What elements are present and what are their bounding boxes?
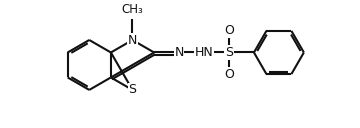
Text: HN: HN (195, 46, 213, 59)
Text: O: O (224, 68, 234, 81)
Text: S: S (225, 46, 233, 59)
Text: N: N (174, 46, 184, 59)
Text: O: O (224, 24, 234, 37)
Text: CH₃: CH₃ (122, 3, 143, 16)
Text: S: S (129, 83, 136, 96)
Text: N: N (128, 34, 137, 46)
